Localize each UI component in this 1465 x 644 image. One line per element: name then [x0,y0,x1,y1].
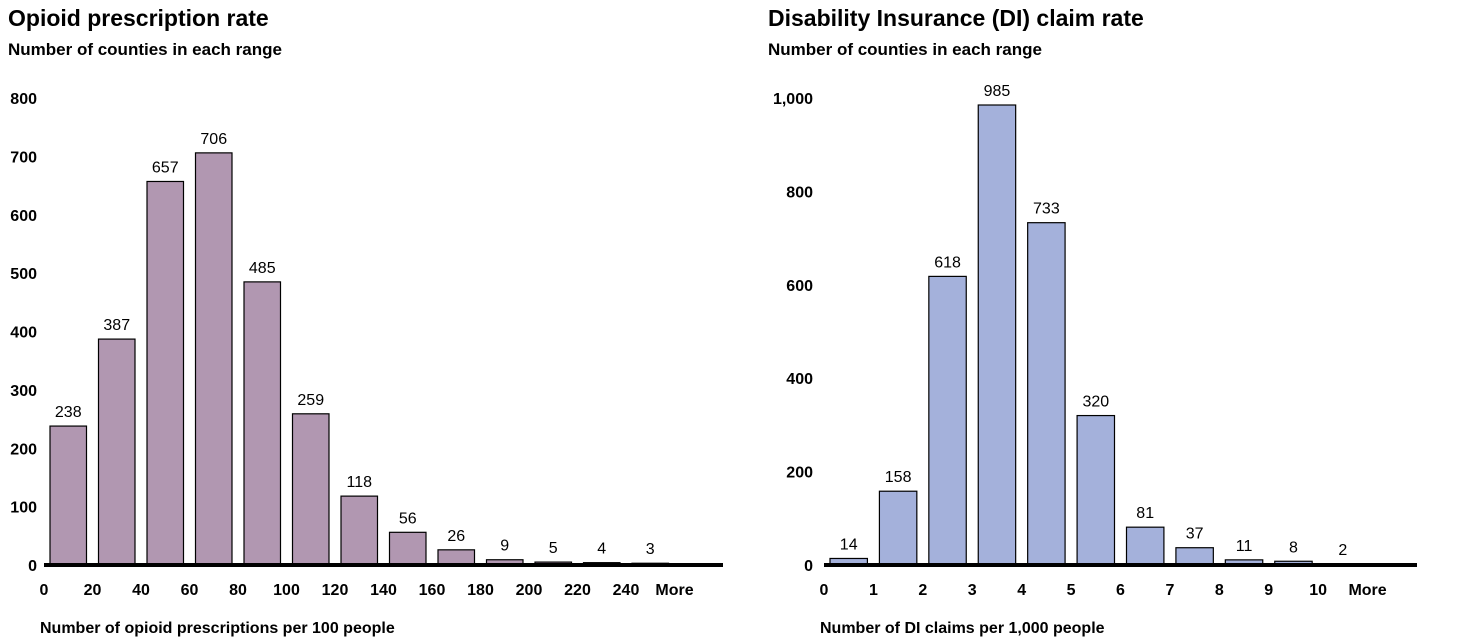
opioid-bar-data-label: 387 [103,317,130,334]
di-bar-data-label: 81 [1136,505,1154,522]
opioid-x-tick-label: 60 [181,582,199,599]
opioid-bar-data-label: 56 [399,510,417,527]
opioid-chart-title: Opioid prescription rate [8,5,269,31]
di-bar-data-label: 733 [1033,201,1060,218]
opioid-bar-data-label: 118 [346,474,372,491]
di-x-tick-label: 9 [1264,582,1273,599]
di-bar-data-label: 37 [1186,526,1204,543]
opioid-y-tick-label: 200 [10,441,37,458]
opioid-x-tick-label: More [655,582,693,599]
opioid-chart-subtitle: Number of counties in each range [8,40,282,59]
di-bar [1027,222,1066,566]
opioid-x-tick-label: 120 [322,582,349,599]
opioid-bar-data-label: 657 [152,159,179,176]
di-bar-data-label: 158 [885,469,912,486]
di-bar-data-label: 2 [1338,542,1347,559]
opioid-x-tick-label: 180 [467,582,494,599]
opioid-x-tick-label: 140 [370,582,397,599]
di-x-tick-label: 5 [1067,582,1076,599]
di-x-tick-label: 1 [869,582,878,599]
opioid-bar [340,495,379,566]
di-y-tick-label: 400 [786,371,813,388]
di-y-tick-label: 1,000 [773,91,813,108]
di-bar-data-label: 8 [1289,539,1298,556]
opioid-y-tick-label: 800 [10,91,37,108]
di-y-tick-label: 600 [786,278,813,295]
di-x-tick-label: More [1348,582,1386,599]
di-chart-title: Disability Insurance (DI) claim rate [768,5,1144,31]
di-bar-data-label: 985 [984,83,1011,100]
opioid-bar-data-label: 5 [549,540,558,557]
opioid-x-tick-label: 200 [516,582,543,599]
di-x-tick-label: 6 [1116,582,1125,599]
di-bar [1076,414,1116,566]
opioid-x-tick-label: 100 [273,582,300,599]
opioid-bar [243,281,282,566]
opioid-y-tick-label: 300 [10,383,37,400]
opioid-x-tick-label: 40 [132,582,150,599]
opioid-bar [97,338,136,566]
opioid-x-tick-label: 80 [229,582,247,599]
opioid-x-tick-label: 240 [613,582,640,599]
opioid-y-tick-label: 0 [28,558,37,575]
di-x-tick-label: 3 [968,582,977,599]
di-x-tick-label: 8 [1215,582,1224,599]
opioid-y-tick-label: 600 [10,208,37,225]
opioid-y-tick-label: 500 [10,266,37,283]
opioid-bar-data-label: 238 [55,404,82,421]
opioid-bar [194,152,233,566]
di-y-tick-label: 800 [786,184,813,201]
opioid-bar [388,531,427,566]
opioid-y-tick-label: 400 [10,325,37,342]
opioid-bar-data-label: 259 [297,392,324,409]
opioid-bar [49,425,88,566]
di-y-tick-label: 200 [786,465,813,482]
opioid-bar [437,549,476,566]
opioid-y-tick-label: 100 [10,500,37,517]
opioid-x-tick-label: 0 [40,582,49,599]
di-x-axis-title: Number of DI claims per 1,000 people [820,620,1105,637]
di-bar [1175,547,1214,566]
di-bar [977,104,1017,566]
opioid-x-tick-label: 160 [419,582,446,599]
opioid-x-tick-label: 220 [564,582,591,599]
di-bar-data-label: 618 [934,254,961,271]
opioid-bar-data-label: 26 [447,528,465,545]
di-x-tick-label: 0 [820,582,829,599]
di-x-tick-label: 7 [1165,582,1174,599]
di-x-tick-label: 4 [1017,582,1026,599]
opioid-bar-data-label: 3 [646,541,655,558]
di-claim-chart: Disability Insurance (DI) claim rate Numb… [768,5,1417,637]
opioid-y-tick-label: 700 [10,149,37,166]
di-bar-data-label: 14 [840,536,858,553]
di-bar [1125,526,1165,566]
opioid-bar-data-label: 9 [500,538,509,555]
opioid-bar [291,413,330,566]
di-bar-data-label: 11 [1236,538,1253,555]
opioid-bar [146,180,185,566]
di-y-tick-label: 0 [804,558,813,575]
di-bar [928,275,967,566]
opioid-bar-data-label: 4 [597,541,606,558]
di-bar-data-label: 320 [1082,394,1109,411]
di-bar [878,490,918,566]
opioid-chart: Opioid prescription rate Number of counti… [8,5,723,637]
di-x-tick-label: 2 [918,582,927,599]
di-x-tick-label: 10 [1309,582,1327,599]
opioid-x-tick-label: 20 [84,582,102,599]
di-chart-subtitle: Number of counties in each range [768,40,1042,59]
opioid-bar-data-label: 485 [249,260,276,277]
opioid-x-axis-title: Number of opioid prescriptions per 100 p… [40,620,395,637]
opioid-bar-data-label: 706 [200,131,227,148]
